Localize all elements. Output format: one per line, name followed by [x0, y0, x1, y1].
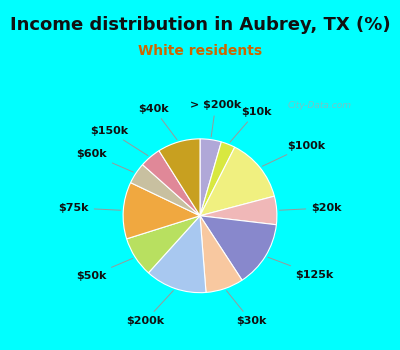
- Text: Income distribution in Aubrey, TX (%): Income distribution in Aubrey, TX (%): [10, 16, 390, 34]
- Wedge shape: [200, 216, 276, 280]
- Wedge shape: [127, 216, 200, 273]
- Text: $100k: $100k: [262, 141, 325, 166]
- Text: $125k: $125k: [268, 257, 333, 280]
- Text: $75k: $75k: [58, 203, 120, 213]
- Text: $200k: $200k: [126, 290, 173, 326]
- Wedge shape: [148, 216, 206, 293]
- Text: $60k: $60k: [76, 149, 133, 172]
- Wedge shape: [200, 139, 221, 216]
- Wedge shape: [200, 142, 235, 216]
- Wedge shape: [159, 139, 200, 216]
- Text: $10k: $10k: [230, 107, 271, 142]
- Text: > $200k: > $200k: [190, 100, 241, 137]
- Text: White residents: White residents: [138, 44, 262, 58]
- Text: $20k: $20k: [280, 203, 342, 213]
- Text: $40k: $40k: [138, 104, 177, 140]
- Text: $50k: $50k: [76, 258, 133, 281]
- Wedge shape: [131, 164, 200, 216]
- Wedge shape: [200, 216, 242, 293]
- Text: $30k: $30k: [226, 291, 266, 326]
- Wedge shape: [200, 147, 274, 216]
- Wedge shape: [200, 196, 277, 225]
- Wedge shape: [142, 151, 200, 216]
- Wedge shape: [123, 183, 200, 239]
- Text: City-Data.com: City-Data.com: [288, 102, 352, 111]
- Text: $150k: $150k: [90, 126, 148, 156]
